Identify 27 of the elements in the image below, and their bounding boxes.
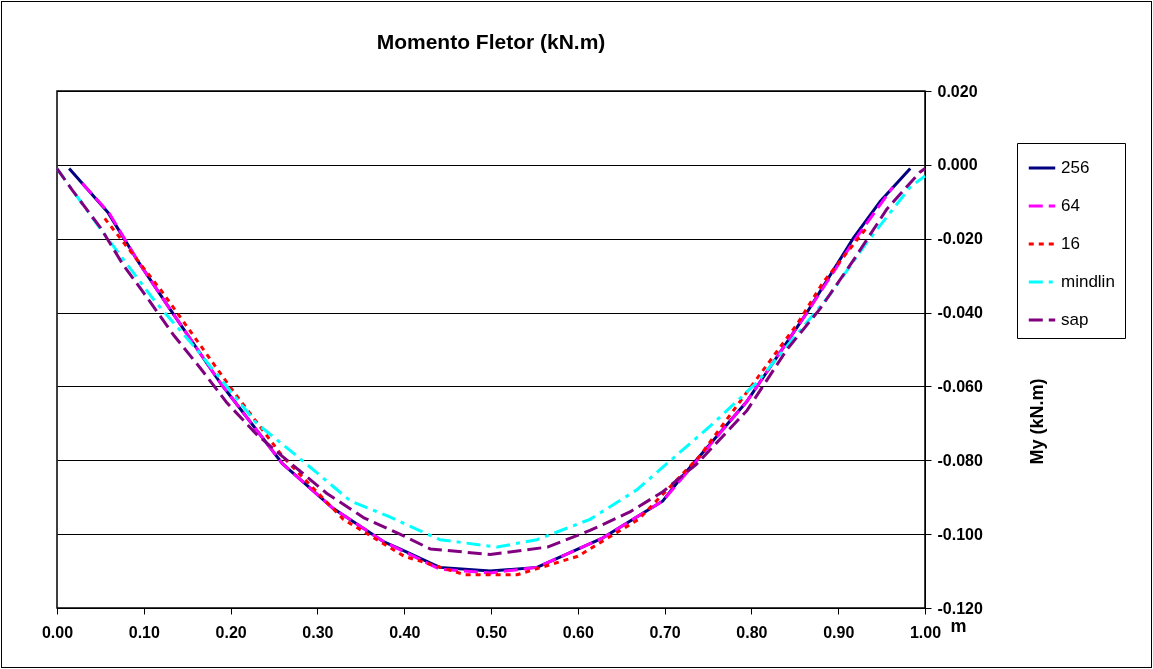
x-tick-label: 0.80 [736,623,768,641]
y-tick-label: -0.080 [937,451,983,469]
x-tick-label: 0.70 [649,623,681,641]
y-tick-label: 0.020 [937,82,978,100]
y-tick-label: -0.120 [937,599,983,617]
y-tick-label: -0.100 [937,525,983,543]
legend-label: 64 [1061,196,1080,215]
chart-title: Momento Fletor (kN.m) [376,30,606,53]
legend-label: 16 [1061,234,1080,253]
y-tick-label: -0.040 [937,304,983,322]
x-tick-label: 0.90 [823,623,855,641]
x-tick-label: 0.00 [41,623,74,641]
legend-label: mindlin [1061,272,1115,291]
x-tick-label: 1.00 [909,623,942,641]
x-tick-label: 0.40 [389,623,421,641]
legend-label: 256 [1061,158,1090,177]
x-tick-label: 0.10 [128,623,160,641]
x-tick-label: 0.60 [562,623,594,641]
x-tick-label: 0.50 [475,623,508,641]
y-tick-label: 0.000 [937,156,978,174]
x-tick-label: 0.30 [302,623,334,641]
y-axis-title: My (kN.m) [1026,378,1047,465]
x-axis-title: m [950,615,967,636]
x-tick-label: 0.20 [215,623,247,641]
y-tick-label: -0.060 [937,377,983,395]
legend-label: sap [1061,310,1089,329]
y-tick-label: -0.020 [937,230,983,248]
